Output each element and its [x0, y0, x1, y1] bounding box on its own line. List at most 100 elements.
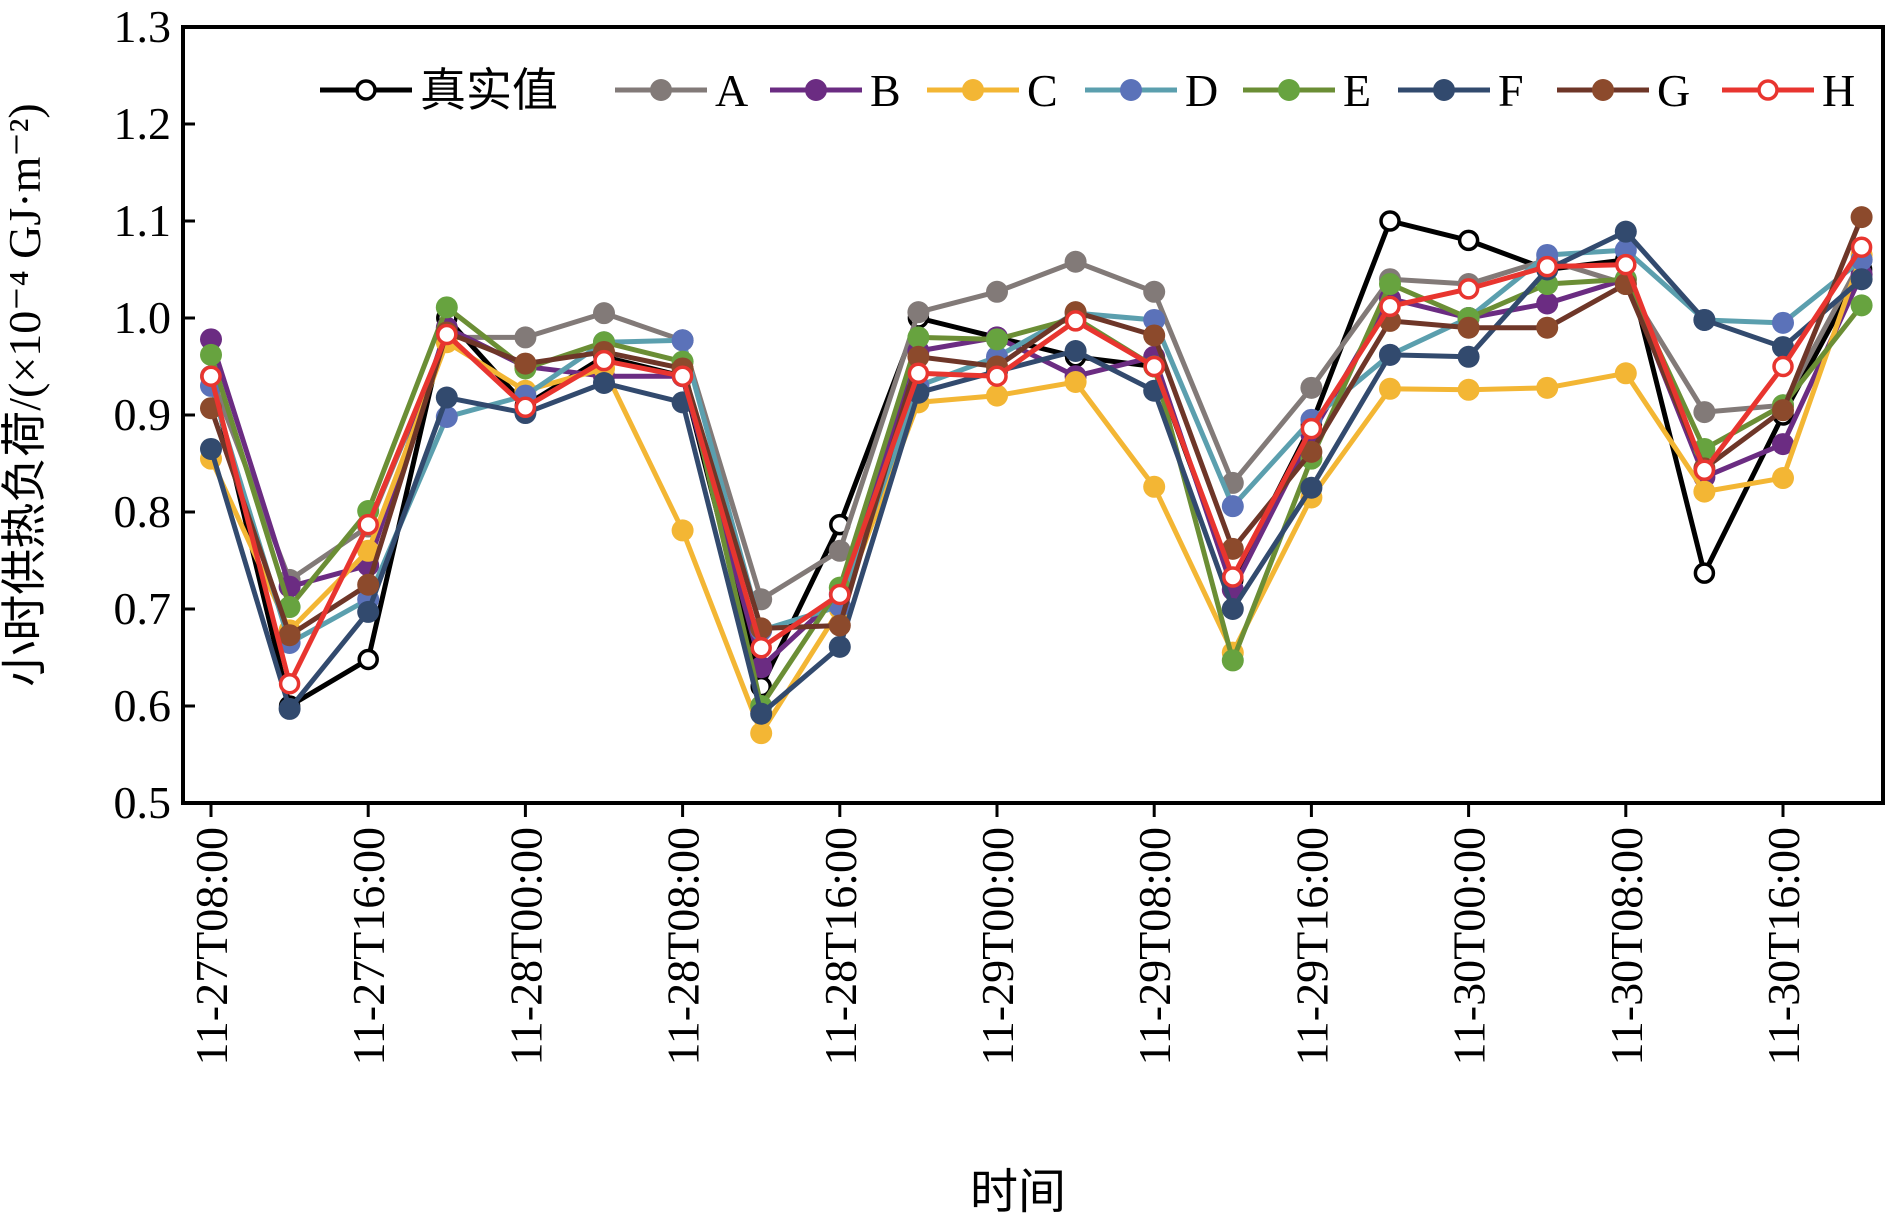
- data-point: [1379, 377, 1401, 400]
- data-point: [1457, 316, 1480, 339]
- x-tick-label: 11-27T16:00: [343, 827, 394, 1066]
- data-point: [278, 672, 301, 695]
- series-line: [208, 257, 1864, 602]
- x-tick-label: 11-27T08:00: [186, 827, 237, 1066]
- data-point: [200, 343, 222, 366]
- data-point: [1772, 467, 1794, 490]
- data-point: [829, 583, 851, 606]
- x-tick-label: 11-28T16:00: [815, 827, 866, 1066]
- y-tick-label: 0.7: [114, 583, 172, 634]
- data-point: [1379, 343, 1401, 366]
- data-point: [986, 384, 1008, 407]
- y-tick-label: 1.3: [114, 1, 172, 52]
- data-point: [357, 573, 380, 596]
- data-point: [1300, 476, 1323, 499]
- data-point: [1536, 316, 1559, 339]
- data-point: [593, 349, 615, 372]
- legend-item-F: F: [1398, 65, 1524, 116]
- data-point: [200, 328, 222, 351]
- data-point: [828, 539, 851, 562]
- legend-label: A: [715, 65, 748, 116]
- legend-label: C: [1027, 65, 1058, 116]
- data-point: [514, 352, 537, 375]
- data-point: [986, 280, 1008, 303]
- data-point: [828, 614, 851, 637]
- x-tick-label: 11-30T16:00: [1758, 827, 1809, 1066]
- data-point: [1064, 339, 1087, 362]
- x-tick-label: 11-28T00:00: [500, 827, 551, 1066]
- data-point: [1300, 376, 1323, 399]
- data-point: [750, 722, 773, 745]
- data-point: [1614, 220, 1637, 243]
- data-point: [1379, 273, 1401, 296]
- data-point: [357, 539, 380, 562]
- data-point: [907, 301, 930, 324]
- data-point: [1536, 292, 1559, 315]
- data-point: [436, 323, 458, 346]
- x-axis-label: 时间: [970, 1166, 1066, 1219]
- series-H: [200, 236, 1873, 695]
- data-point: [1693, 480, 1716, 503]
- x-tick-label: 11-30T00:00: [1444, 827, 1495, 1066]
- x-tick-label: 11-28T08:00: [658, 827, 709, 1066]
- legend-item-A: A: [615, 65, 748, 116]
- data-point: [1064, 371, 1087, 394]
- data-point: [1615, 253, 1637, 276]
- legend-marker: [1592, 79, 1614, 101]
- y-tick-label: 1.1: [114, 195, 172, 246]
- data-point: [1693, 562, 1716, 584]
- x-tick-label: 11-29T08:00: [1129, 827, 1180, 1066]
- data-point: [907, 326, 930, 349]
- data-point: [671, 519, 694, 542]
- data-point: [1850, 294, 1873, 317]
- data-point: [1772, 336, 1794, 359]
- data-point: [828, 635, 851, 658]
- x-tick-label: 11-29T16:00: [1286, 827, 1337, 1066]
- y-tick-label: 0.5: [114, 777, 172, 828]
- legend-label: D: [1185, 65, 1218, 116]
- data-point: [357, 600, 380, 623]
- data-point: [1143, 280, 1166, 303]
- series-line: [208, 229, 1864, 717]
- data-point: [907, 345, 930, 368]
- data-point: [1221, 495, 1244, 518]
- data-point: [1772, 355, 1794, 378]
- series-line: [208, 254, 1864, 736]
- legend-marker: [1120, 79, 1142, 101]
- data-point: [1064, 250, 1087, 273]
- data-point: [435, 296, 458, 319]
- data-point: [593, 371, 615, 394]
- data-point: [1457, 345, 1480, 368]
- data-point: [1300, 440, 1323, 463]
- series-line: [208, 218, 1864, 709]
- legend-item-E: E: [1243, 65, 1371, 116]
- data-point: [1143, 355, 1165, 378]
- data-point: [357, 648, 379, 671]
- legend-item-H: H: [1722, 65, 1855, 116]
- data-point: [1222, 566, 1244, 588]
- legend-label: B: [870, 65, 901, 116]
- data-point: [200, 437, 222, 460]
- legend-label: G: [1657, 65, 1690, 116]
- data-point: [1221, 649, 1244, 672]
- data-point: [1536, 255, 1558, 278]
- data-point: [1143, 475, 1166, 498]
- data-point: [514, 396, 537, 418]
- legend: 真实值 A B C D E F G H: [320, 65, 1855, 116]
- legend-item-G: G: [1557, 65, 1690, 116]
- data-point: [278, 697, 301, 720]
- y-tick-label: 1.2: [114, 98, 172, 149]
- data-point: [1221, 598, 1244, 620]
- data-point: [1772, 311, 1794, 334]
- data-point: [1693, 401, 1716, 424]
- y-axis-label: 小时供热负荷/(×10⁻⁴ GJ·m⁻²): [0, 103, 50, 686]
- legend-marker: [1757, 79, 1779, 101]
- series-line: [208, 245, 1864, 687]
- legend-label: H: [1822, 65, 1855, 116]
- axes: 0.5 0.6 0.7 0.8 0.9 1.0 1.1 1.2 1.3 11-27T08:00 11…: [114, 1, 1885, 1066]
- data-point: [1772, 433, 1794, 456]
- data-point: [1457, 278, 1480, 300]
- data-point: [750, 702, 773, 725]
- y-tick-label: 0.9: [114, 389, 172, 440]
- legend-item-D: D: [1085, 65, 1218, 116]
